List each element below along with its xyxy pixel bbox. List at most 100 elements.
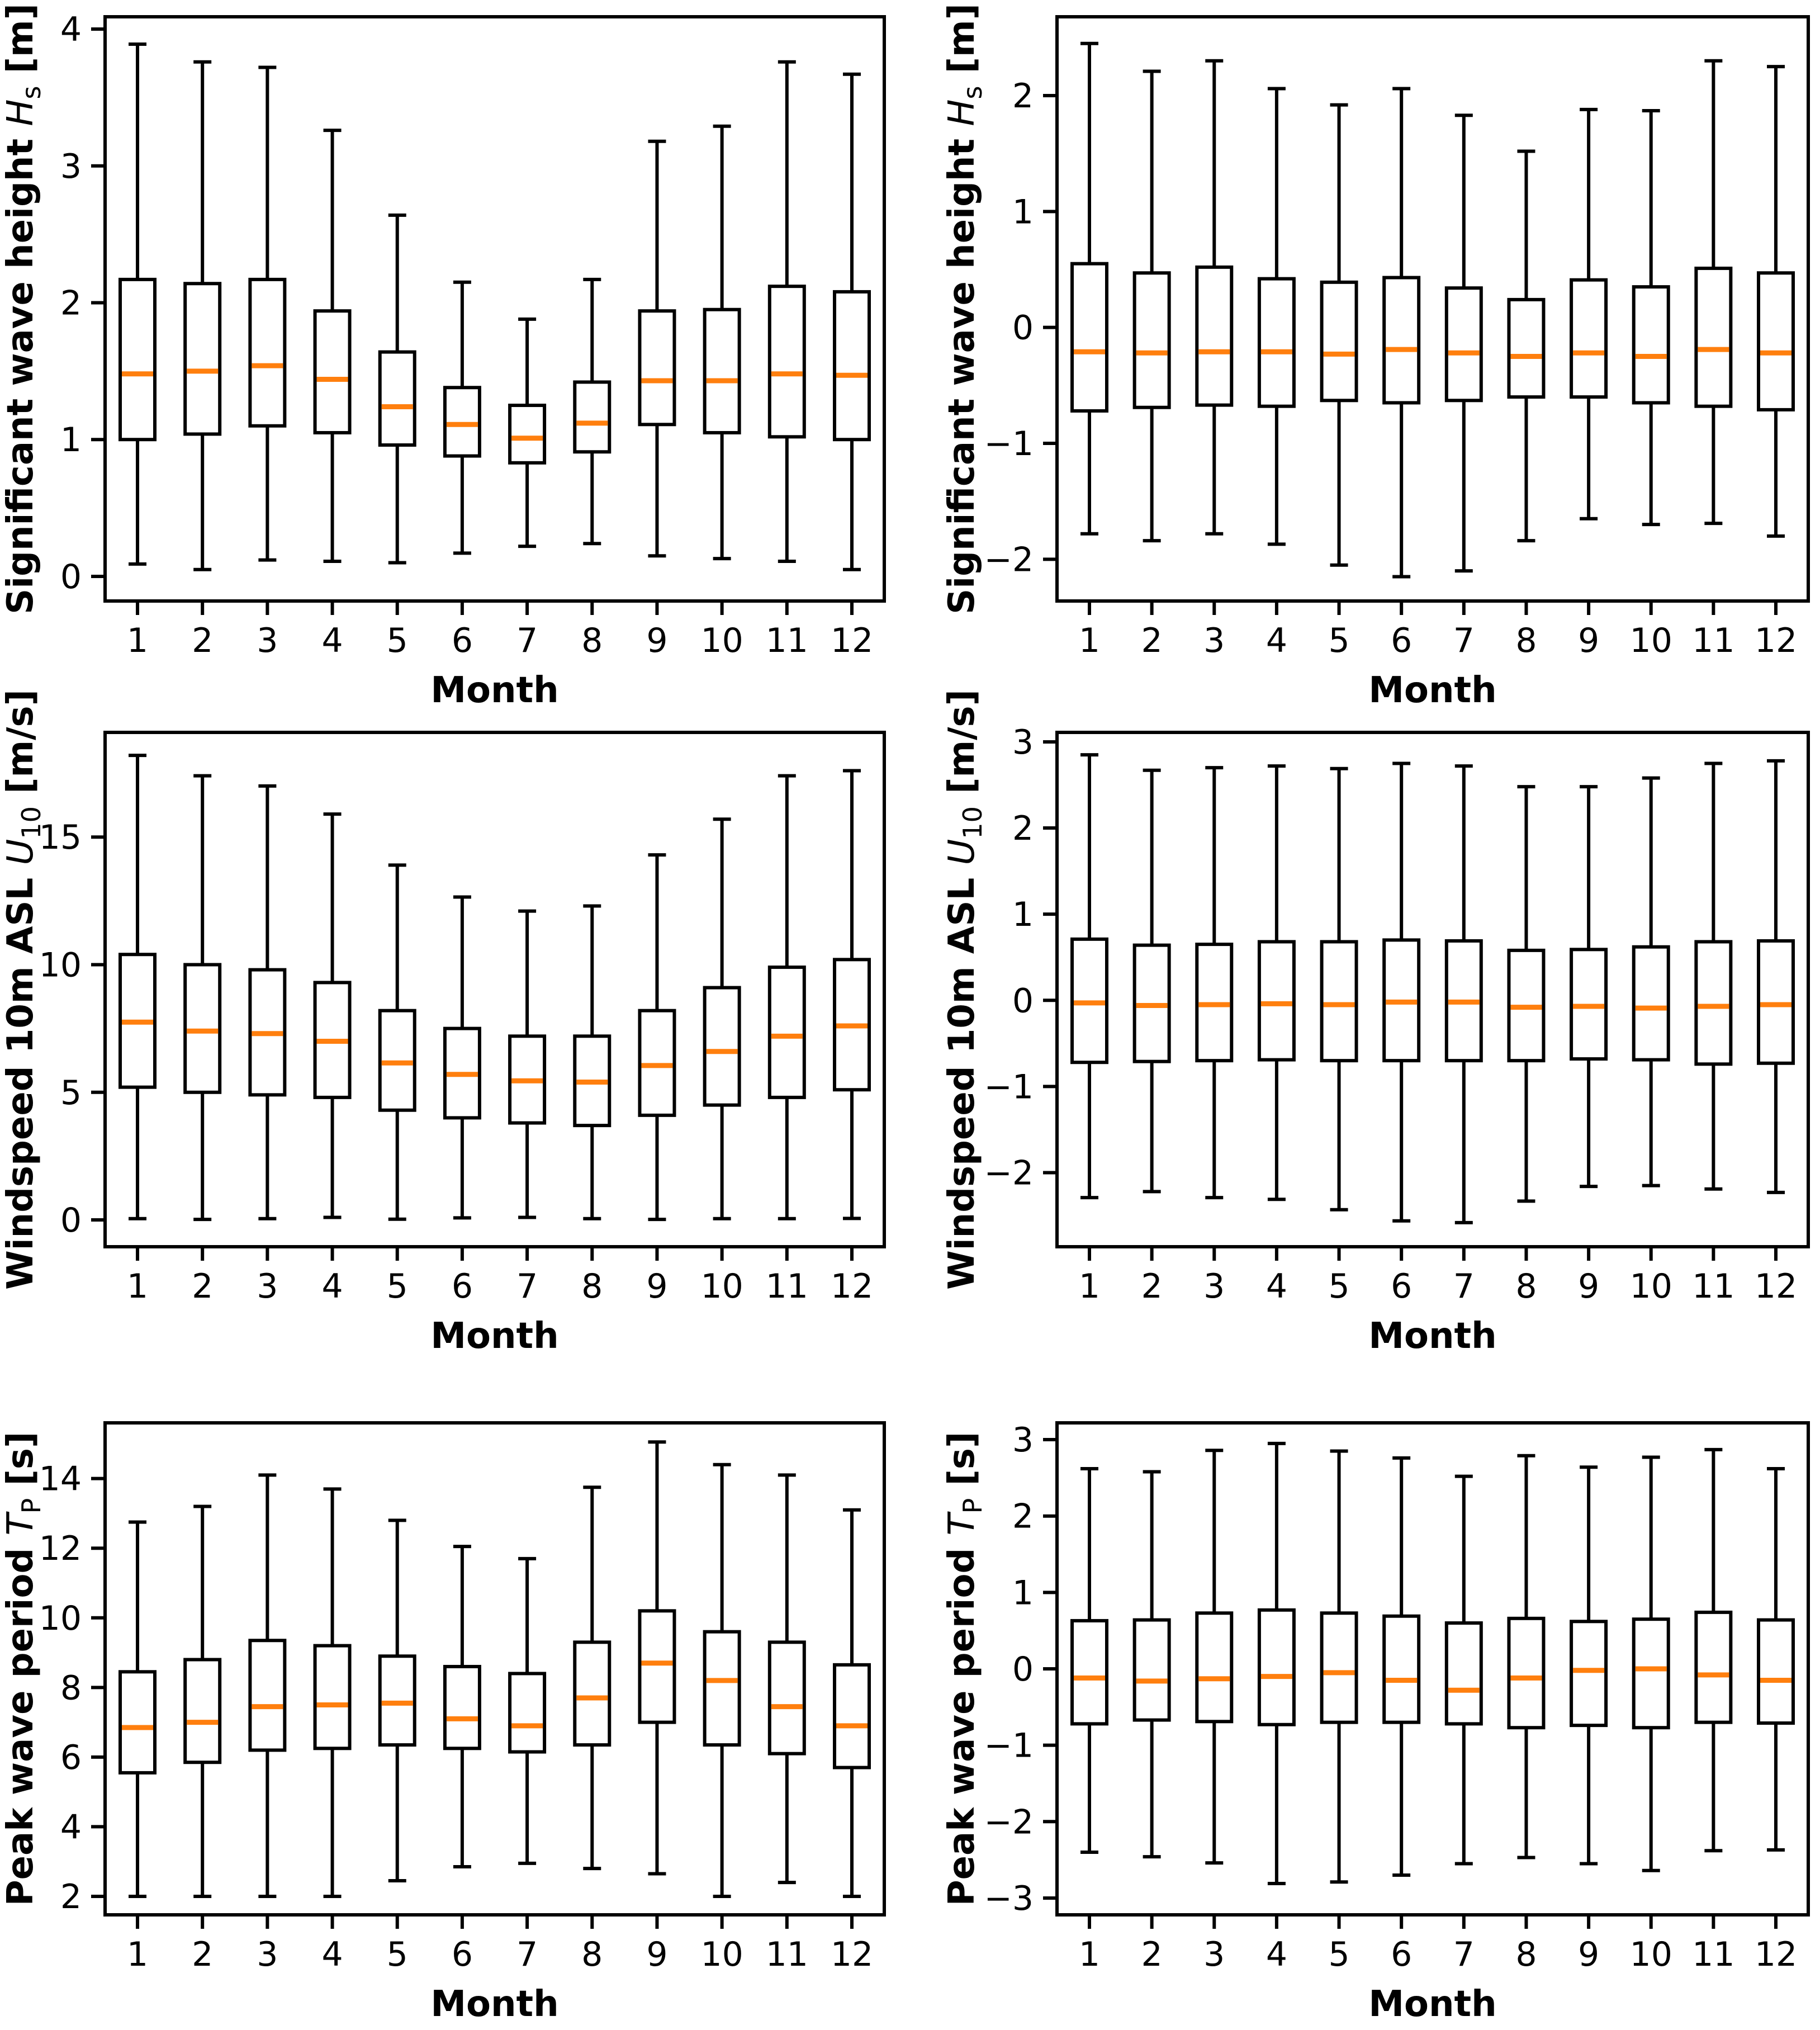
y-axis-label: Peak wave period TP [s] [941,1432,988,1906]
x-tick-label: 8 [1515,621,1537,660]
box-month-11 [1694,761,1733,1191]
box-month-5 [378,213,416,565]
x-tick-label: 11 [766,621,808,660]
x-axis-label: Month [1368,670,1496,711]
x-tick-label: 7 [516,1935,538,1974]
axes-spines [1055,731,1810,1248]
x-tick-label: 5 [1328,621,1349,660]
x-tick-label: 7 [1453,621,1475,660]
box-month-2 [1132,69,1171,543]
x-tick-label: 10 [700,621,743,660]
axes-spines [103,731,886,1248]
x-tick-label: 11 [766,1267,808,1306]
x-tick-label: 9 [1578,1935,1599,1974]
box-month-6 [1382,87,1421,579]
x-tick-label: 8 [581,621,603,660]
x-tick-label: 6 [1391,1935,1412,1974]
x-tick-label: 9 [1578,1267,1599,1306]
y-tick-label: −2 [984,1802,1034,1842]
iqr-box [443,386,481,458]
x-tick-label: 3 [257,621,278,660]
iqr-box [313,309,352,434]
x-tick-label: 5 [387,1267,408,1306]
iqr-box [833,1663,871,1769]
x-tick-label: 11 [766,1935,808,1974]
box-month-6 [443,895,481,1220]
iqr-box [1694,940,1733,1066]
y-tick-label: 14 [39,1460,82,1499]
iqr-box [767,285,806,439]
axes-spines [1055,15,1810,603]
box-month-12 [833,1508,871,1898]
box-month-4 [1257,764,1296,1201]
box-month-6 [1382,1456,1421,1877]
box-month-9 [638,853,676,1222]
y-tick-label: 0 [60,557,82,597]
box-month-7 [508,909,547,1219]
x-tick-label: 10 [1630,1935,1672,1974]
y-tick-label: 2 [1012,77,1034,116]
y-tick-label: 1 [1012,895,1034,934]
iqr-box [1444,1621,1483,1726]
box-month-8 [573,277,612,546]
x-tick-label: 8 [1515,1267,1537,1306]
iqr-box [1195,265,1234,407]
iqr-box [1257,940,1296,1062]
x-tick-label: 7 [1453,1935,1475,1974]
iqr-box [1132,1618,1171,1722]
y-tick-label: 8 [60,1668,82,1707]
x-tick-label: 11 [1692,621,1734,660]
x-tick-label: 7 [516,1267,538,1306]
iqr-box [1757,1618,1795,1725]
x-axis-label: Month [430,1984,558,2025]
x-tick-label: 12 [831,1935,873,1974]
box-month-7 [1444,113,1483,573]
iqr-box [119,277,157,442]
iqr-box [378,350,416,447]
iqr-box [703,307,741,434]
iqr-box [1070,262,1108,413]
y-tick-label: 2 [60,1877,82,1917]
box-month-8 [1507,1454,1546,1859]
x-tick-label: 7 [1453,1267,1475,1306]
x-tick-label: 9 [646,1267,667,1306]
iqr-box [1694,266,1733,408]
x-tick-label: 5 [387,1935,408,1974]
box-month-1 [1070,41,1108,536]
box-month-1 [119,42,157,566]
x-tick-label: 1 [127,1935,148,1974]
axes-spines [103,1421,886,1917]
iqr-box [119,1670,157,1775]
x-tick-label: 10 [1630,1267,1672,1306]
box-month-12 [1757,1466,1795,1852]
y-tick-label: 12 [39,1529,82,1568]
iqr-box [573,380,612,454]
box-month-1 [1070,1466,1108,1854]
y-tick-label: 3 [1012,1421,1034,1460]
x-tick-label: 4 [1266,1935,1287,1974]
x-tick-label: 4 [1266,1267,1287,1306]
iqr-box [638,1609,676,1724]
box-month-9 [1570,107,1608,520]
x-tick-label: 8 [581,1267,603,1306]
x-axis-label: Month [1368,1984,1496,2025]
x-tick-label: 3 [1203,1267,1225,1306]
iqr-box [508,1672,547,1754]
y-tick-label: 1 [60,420,82,460]
box-month-2 [1132,1470,1171,1859]
box-month-9 [1570,1465,1608,1866]
x-tick-label: 12 [831,621,873,660]
iqr-box [1320,1611,1358,1724]
iqr-box [1257,1608,1296,1726]
iqr-box [508,404,547,465]
x-tick-label: 10 [700,1935,743,1974]
y-tick-label: −2 [984,1153,1034,1193]
y-tick-label: 2 [1012,809,1034,848]
x-tick-label: 1 [127,1267,148,1306]
box-month-4 [1257,87,1296,546]
x-tick-label: 12 [1755,1935,1797,1974]
iqr-box [1195,1611,1234,1724]
